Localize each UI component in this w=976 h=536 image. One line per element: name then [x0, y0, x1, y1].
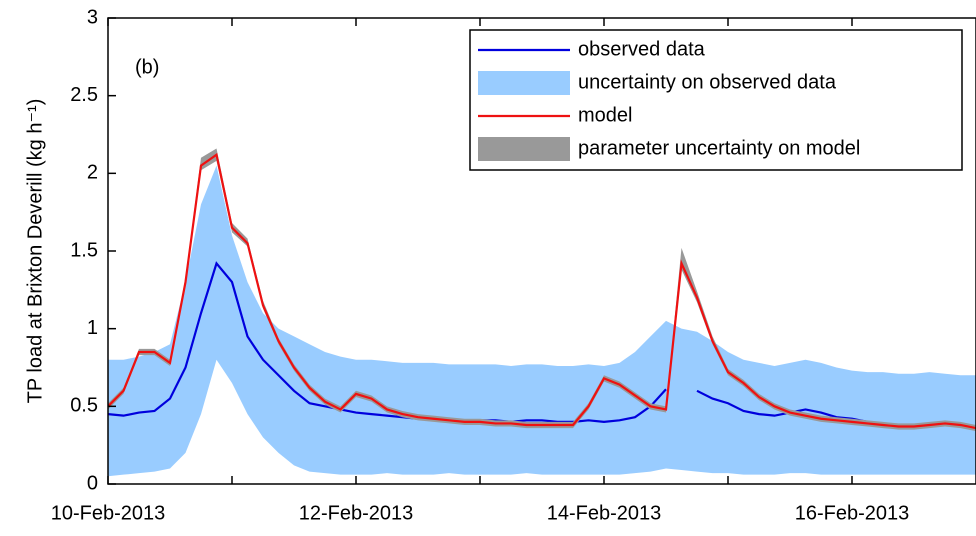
- legend-swatch: [478, 137, 570, 161]
- y-tick-label: 2: [87, 162, 98, 184]
- legend-label: observed data: [578, 38, 706, 60]
- y-tick-label: 0: [87, 472, 98, 494]
- y-tick-label: 1.5: [70, 239, 98, 261]
- legend-label: uncertainty on observed data: [578, 71, 837, 93]
- plot: [108, 148, 976, 477]
- y-tick-label: 0.5: [70, 395, 98, 417]
- legend-label: model: [578, 104, 632, 126]
- y-tick-label: 3: [87, 6, 98, 28]
- legend-label: parameter uncertainty on model: [578, 137, 860, 159]
- line: [108, 152, 976, 430]
- legend-swatch: [478, 71, 570, 95]
- annotation: (b): [135, 56, 159, 78]
- y-tick-label: 1: [87, 317, 98, 339]
- x-tick-label: 16-Feb-2013: [795, 502, 910, 524]
- band: [108, 165, 976, 477]
- x-tick-label: 14-Feb-2013: [547, 502, 662, 524]
- y-axis-label: TP load at Brixton Deverill (kg h⁻¹): [24, 99, 46, 404]
- y-tick-label: 2.5: [70, 84, 98, 106]
- x-tick-label: 10-Feb-2013: [51, 502, 166, 524]
- x-tick-label: 12-Feb-2013: [299, 502, 414, 524]
